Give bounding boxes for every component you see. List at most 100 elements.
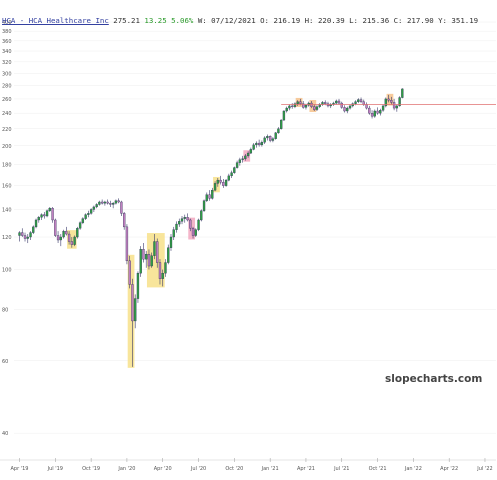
candle-body [40,214,43,218]
candle [373,109,376,118]
candle-body [54,219,57,236]
candle [368,105,371,115]
candle-body [370,113,374,117]
y-axis-ticks: 40 60 80 100 120 140 160 180 200 220 240 260 280 300 3… [2,20,12,437]
candle-body [365,104,368,109]
candle-body [213,183,217,191]
candle [376,107,379,115]
y-tick-label: 60 [2,359,8,365]
candle [395,104,399,112]
candle [78,221,82,230]
candle [134,294,137,329]
candle-body [260,142,264,146]
candle-body [92,206,96,210]
candle-body [18,232,21,236]
candle [142,243,145,263]
candle [321,100,324,106]
candle [95,203,98,209]
candle [213,181,217,192]
candle [340,101,343,109]
candle-body [136,272,140,299]
candle [277,127,280,134]
candle-body [335,100,338,104]
y-tick-label: 380 [2,29,12,35]
y-tick-label: 140 [2,207,12,213]
candle [128,255,131,289]
y-tick-label: 120 [2,235,12,241]
candle [252,143,255,151]
candle [178,218,181,227]
candle-body [362,101,365,105]
highlight-band [188,217,196,240]
candle-body [134,298,137,322]
symbol-title[interactable]: HCA - HCA Healthcare Inc [2,16,109,25]
candle-body [238,159,242,163]
candle-body [191,228,195,236]
candle-body [84,214,87,219]
candle [362,99,365,106]
candlestick-series [18,88,404,367]
y-tick-label: 80 [2,307,8,313]
candle [18,231,21,242]
candle-body [257,142,261,146]
x-tick-label: Jul '21 [333,466,349,472]
candle-body [123,213,126,228]
candle-body [158,262,162,279]
candle [249,147,253,155]
candle [117,198,120,204]
candle-body [100,201,104,204]
candle [32,225,35,235]
candle-body [313,106,316,110]
x-tick-label: Jul '20 [190,466,206,472]
candle-body [205,194,208,201]
y-tick-label: 340 [2,49,12,55]
candle [205,192,208,202]
candle [73,235,76,247]
candle-body [106,201,109,204]
candle-body [390,100,393,103]
candle [194,228,197,237]
candle-body [202,200,206,211]
candle-body [125,226,129,262]
candle-body [277,128,280,134]
candle [106,199,109,205]
candle-body [255,142,258,146]
candle [288,104,291,111]
candle-body [150,255,153,267]
candle [348,104,352,110]
candle-body [266,136,269,139]
candle [255,141,258,148]
candle-body [89,209,93,214]
candle-body [227,175,231,181]
x-tick-label: Jul '22 [476,466,492,472]
candle-body [180,218,184,222]
candle-body [59,236,62,241]
candle [158,259,162,285]
candle [293,102,297,109]
candle [189,218,192,232]
candle-body [296,101,299,104]
candle-body [103,201,107,204]
candle [29,231,32,241]
candle-body [197,219,200,230]
y-tick-label: 40 [2,431,8,437]
candle-body [200,210,203,221]
candle [332,101,335,106]
candle-body [252,144,255,150]
candle [266,134,269,141]
candle [183,214,186,223]
candle-body [392,102,396,109]
candle-body [293,103,297,107]
candle [100,199,104,205]
candle-body [183,217,186,219]
candle-body [111,203,115,205]
candle [89,208,93,215]
candle-body [153,241,156,256]
candle [296,100,299,106]
candle [246,151,250,158]
candle-body [357,99,360,102]
candle [109,200,112,207]
candle-body [78,222,82,229]
y-tick-label: 100 [2,268,12,274]
candle [244,154,247,161]
